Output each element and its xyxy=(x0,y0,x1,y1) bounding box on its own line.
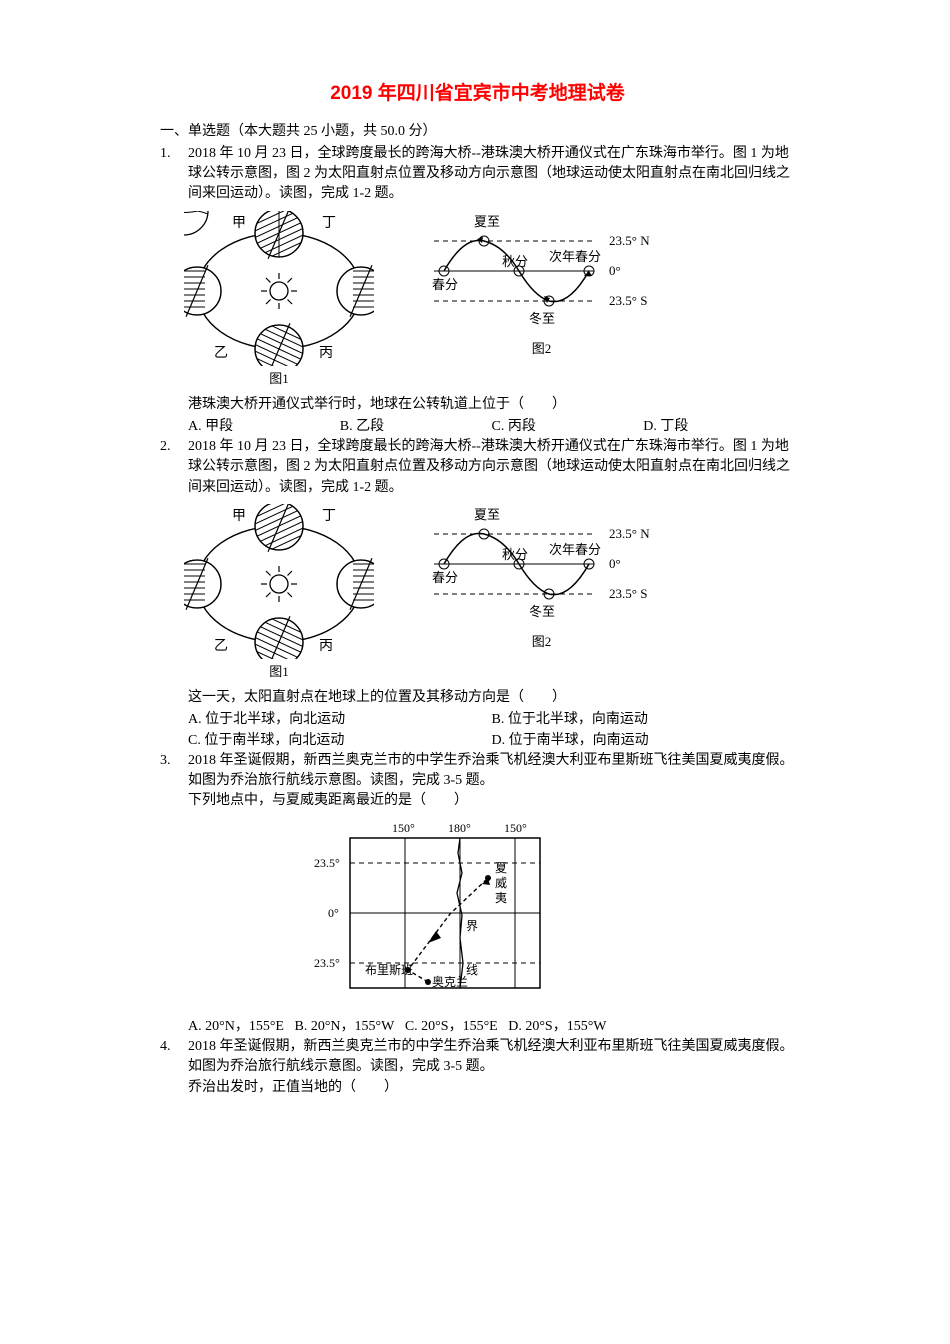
svg-text:夷: 夷 xyxy=(495,890,507,905)
fig1-ding: 丁 xyxy=(322,216,336,231)
q1-opt-b: B. 乙段 xyxy=(340,417,492,437)
document-title: 2019 年四川省宜宾市中考地理试卷 xyxy=(160,80,795,108)
question-1: 1. 2018 年 10 月 23 日，全球跨度最长的跨海大桥--港珠澳大桥开通… xyxy=(160,144,795,205)
figure-row-1: 甲 丁 乙 丙 图1 夏至 秋分 春分 冬至 xyxy=(184,211,795,389)
svg-text:23.5°: 23.5° xyxy=(314,956,340,970)
svg-text:威: 威 xyxy=(495,876,507,890)
svg-text:夏: 夏 xyxy=(495,861,507,875)
svg-text:甲: 甲 xyxy=(232,509,246,524)
q4-body: 2018 年圣诞假期，新西兰奥克兰市的中学生乔治乘飞机经澳大利亚布里斯班飞往美国… xyxy=(188,1037,795,1078)
fig2-lat-n: 23.5° N xyxy=(609,233,650,248)
svg-text:0°: 0° xyxy=(609,556,621,571)
q3-prompt: 下列地点中，与夏威夷距离最近的是（ ） xyxy=(188,791,795,811)
q3-number: 3. xyxy=(160,751,188,771)
q1-number: 1. xyxy=(160,144,188,164)
fig2-label: 图2 xyxy=(532,340,552,359)
q2-body: 2018 年 10 月 23 日，全球跨度最长的跨海大桥--港珠澳大桥开通仪式在… xyxy=(188,437,795,498)
svg-text:春分: 春分 xyxy=(432,570,458,585)
fig2-xiazhi: 夏至 xyxy=(474,214,500,229)
fig1b-label: 图1 xyxy=(269,663,289,682)
q2-opt-b: B. 位于北半球，向南运动 xyxy=(492,710,796,730)
svg-text:23.5°: 23.5° xyxy=(314,856,340,870)
fig2-cinian: 次年春分 xyxy=(549,249,601,264)
q3-opt-d: D. 20°S，155°W xyxy=(508,1019,606,1034)
q1-opt-a: A. 甲段 xyxy=(188,417,340,437)
section-header: 一、单选题（本大题共 25 小题，共 50.0 分） xyxy=(160,122,795,142)
question-3: 3. 2018 年圣诞假期，新西兰奥克兰市的中学生乔治乘飞机经澳大利亚布里斯班飞… xyxy=(160,751,795,812)
svg-text:界: 界 xyxy=(466,919,478,933)
fig2-lat-s: 23.5° S xyxy=(609,293,647,308)
q2-opt-d: D. 位于南半球，向南运动 xyxy=(492,731,796,751)
fig2-lat-0: 0° xyxy=(609,263,621,278)
svg-text:23.5° S: 23.5° S xyxy=(609,586,647,601)
q3-opt-c: C. 20°S，155°E xyxy=(405,1019,498,1034)
svg-text:0°: 0° xyxy=(328,906,339,920)
q2-opt-c: C. 位于南半球，向北运动 xyxy=(188,731,492,751)
q2-opt-a: A. 位于北半球，向北运动 xyxy=(188,710,492,730)
figure-row-2: 甲 丁 乙 丙 图1 夏至 秋分 春分 冬至 次年春分 23.5° N 0° 2… xyxy=(184,504,795,682)
figure-1: 甲 丁 乙 丙 图1 xyxy=(184,211,374,389)
svg-text:乙: 乙 xyxy=(214,638,228,654)
svg-text:150°: 150° xyxy=(392,821,415,835)
q2-options: A. 位于北半球，向北运动 B. 位于北半球，向南运动 C. 位于南半球，向北运… xyxy=(188,710,795,751)
q3-body: 2018 年圣诞假期，新西兰奥克兰市的中学生乔治乘飞机经澳大利亚布里斯班飞往美国… xyxy=(188,751,795,792)
q3-opt-b: B. 20°N，155°W xyxy=(294,1019,394,1034)
svg-text:丁: 丁 xyxy=(322,509,336,524)
q3-options: A. 20°N，155°E B. 20°N，155°W C. 20°S，155°… xyxy=(188,1017,795,1037)
q2-prompt: 这一天，太阳直射点在地球上的位置及其移动方向是（ ） xyxy=(188,688,795,708)
svg-text:奥克兰: 奥克兰 xyxy=(432,975,468,989)
figure-2: 夏至 秋分 春分 冬至 次年春分 23.5° N 0° 23.5° S 图2 xyxy=(414,211,669,359)
fig1-yi: 乙 xyxy=(214,345,228,361)
svg-text:23.5° N: 23.5° N xyxy=(609,526,650,541)
svg-text:秋分: 秋分 xyxy=(502,547,528,562)
figure-3: 150° 180° 150° 23.5° 0° 23.5° 夏 威 夷 界 布里… xyxy=(310,818,795,1003)
svg-text:丙: 丙 xyxy=(319,639,333,654)
q1-body: 2018 年 10 月 23 日，全球跨度最长的跨海大桥--港珠澳大桥开通仪式在… xyxy=(188,144,795,205)
fig1-jia: 甲 xyxy=(232,216,246,231)
fig2-qiufen: 秋分 xyxy=(502,254,528,269)
fig2-chunfen: 春分 xyxy=(432,277,458,292)
svg-text:冬至: 冬至 xyxy=(529,604,555,619)
svg-text:布里斯班: 布里斯班 xyxy=(365,963,413,977)
question-4: 4. 2018 年圣诞假期，新西兰奥克兰市的中学生乔治乘飞机经澳大利亚布里斯班飞… xyxy=(160,1037,795,1098)
figure-2b: 夏至 秋分 春分 冬至 次年春分 23.5° N 0° 23.5° S 图2 xyxy=(414,504,669,652)
q1-opt-d: D. 丁段 xyxy=(643,417,795,437)
svg-text:次年春分: 次年春分 xyxy=(549,542,601,557)
question-2: 2. 2018 年 10 月 23 日，全球跨度最长的跨海大桥--港珠澳大桥开通… xyxy=(160,437,795,498)
svg-text:150°: 150° xyxy=(504,821,527,835)
q3-opt-a: A. 20°N，155°E xyxy=(188,1019,284,1034)
fig1-bing: 丙 xyxy=(319,346,333,361)
q1-opt-c: C. 丙段 xyxy=(492,417,644,437)
fig2-dongzhi: 冬至 xyxy=(529,311,555,326)
q2-number: 2. xyxy=(160,437,188,457)
fig1-label: 图1 xyxy=(269,370,289,389)
q1-prompt: 港珠澳大桥开通仪式举行时，地球在公转轨道上位于（ ） xyxy=(188,395,795,415)
fig2b-label: 图2 xyxy=(532,633,552,652)
svg-text:180°: 180° xyxy=(448,821,471,835)
q4-prompt: 乔治出发时，正值当地的（ ） xyxy=(188,1078,795,1098)
svg-text:夏至: 夏至 xyxy=(474,507,500,522)
figure-1b: 甲 丁 乙 丙 图1 xyxy=(184,504,374,682)
q4-number: 4. xyxy=(160,1037,188,1057)
q1-options: A. 甲段 B. 乙段 C. 丙段 D. 丁段 xyxy=(188,417,795,437)
